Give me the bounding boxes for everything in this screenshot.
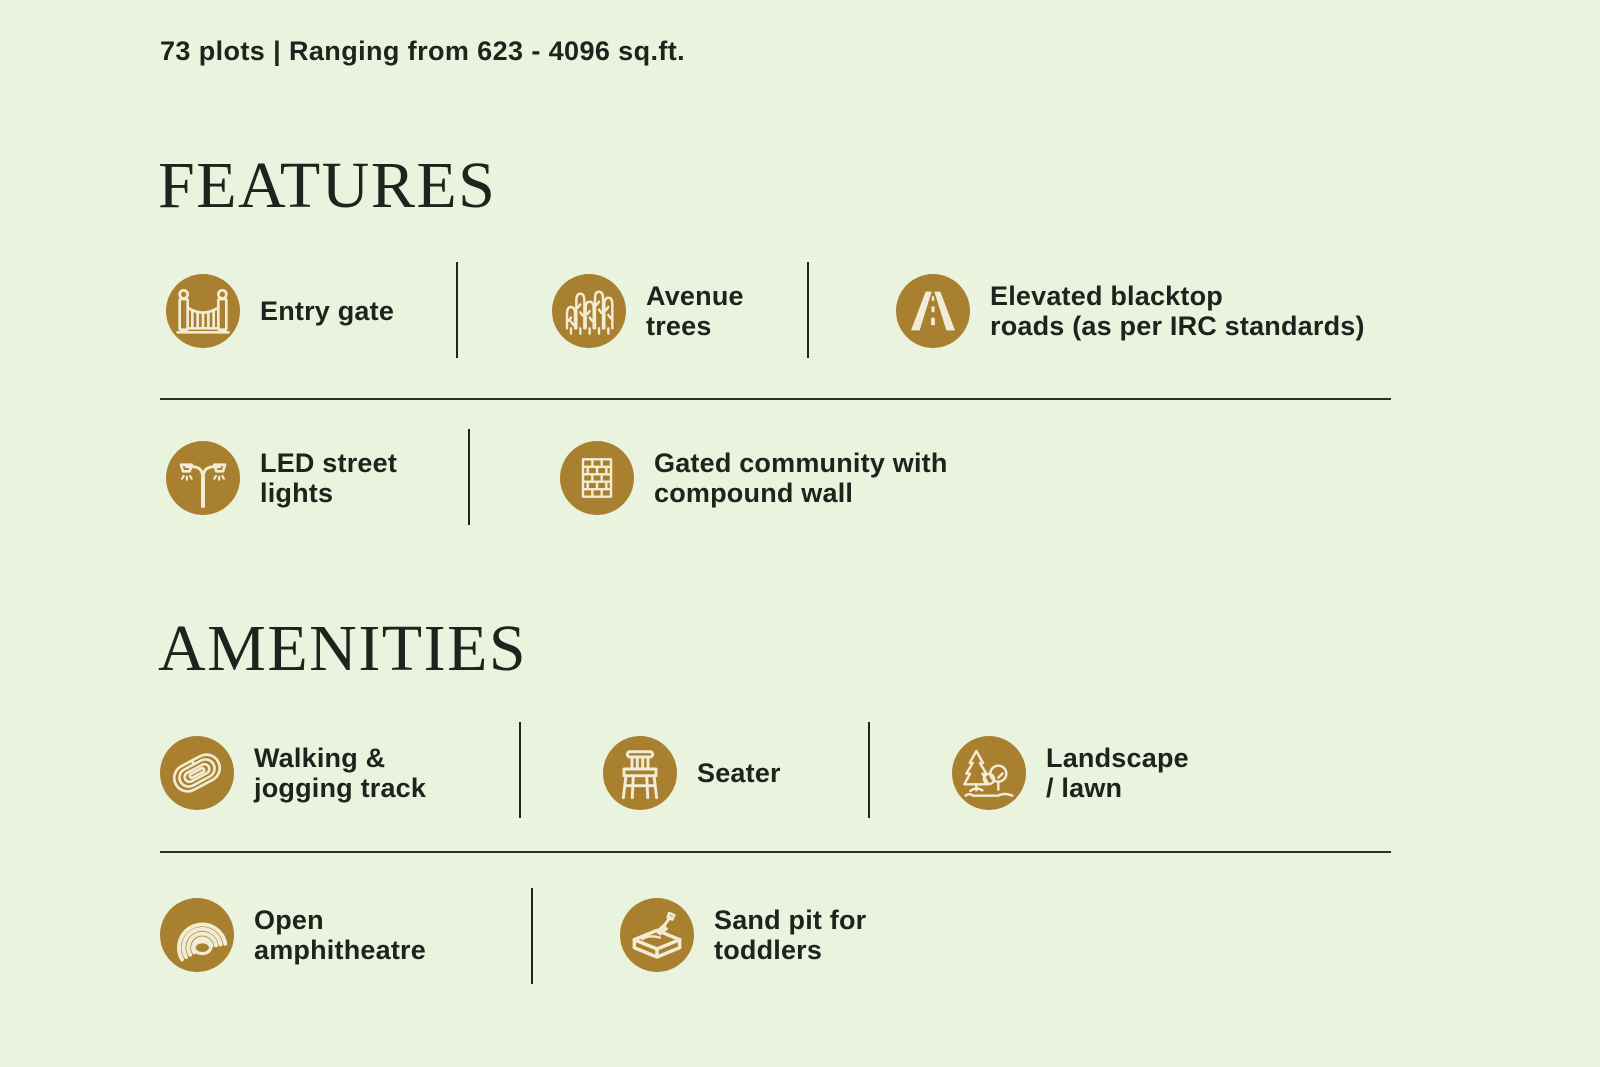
amenity-item: Landscape / lawn [952,736,1189,810]
item-label: Entry gate [260,295,395,326]
item-label: LED street lights [260,447,398,508]
item-label: Gated community with compound wall [654,447,948,508]
horizontal-divider [160,851,1391,853]
vertical-divider [868,722,870,818]
seater-icon [603,736,677,810]
vertical-divider [531,888,533,984]
amenity-item: Sand pit for toddlers [620,898,866,972]
item-label: Elevated blacktop roads (as per IRC stan… [990,280,1365,341]
amphitheatre-icon [160,898,234,972]
amenities-section-title: AMENITIES [158,612,528,685]
item-label: Sand pit for toddlers [714,904,867,965]
sand-pit-icon [620,898,694,972]
item-label: Avenue trees [646,280,744,341]
elevated-road-icon [896,274,970,348]
feature-item: Avenue trees [552,274,744,348]
item-label: Walking & jogging track [254,742,427,803]
vertical-divider [807,262,809,358]
vertical-divider [456,262,458,358]
landscape-lawn-icon [952,736,1026,810]
feature-item: Elevated blacktop roads (as per IRC stan… [896,274,1365,348]
compound-wall-icon [560,441,634,515]
features-section-title: FEATURES [158,149,497,222]
feature-item: Gated community with compound wall [560,441,948,515]
amenity-item: Open amphitheatre [160,898,426,972]
amenity-item: Walking & jogging track [160,736,426,810]
avenue-trees-icon [552,274,626,348]
item-label: Open amphitheatre [254,904,426,965]
horizontal-divider [160,398,1391,400]
feature-item: LED street lights [166,441,397,515]
amenity-item: Seater [603,736,781,810]
jogging-track-icon [160,736,234,810]
vertical-divider [468,429,470,525]
entry-gate-icon [166,274,240,348]
item-label: Landscape / lawn [1046,742,1189,803]
vertical-divider [519,722,521,818]
item-label: Seater [697,757,781,788]
feature-item: Entry gate [166,274,394,348]
led-street-light-icon [166,441,240,515]
stats-line: 73 plots | Ranging from 623 - 4096 sq.ft… [160,36,686,66]
